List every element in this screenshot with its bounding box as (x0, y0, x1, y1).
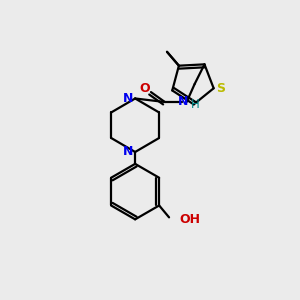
Text: OH: OH (179, 213, 200, 226)
Text: N: N (123, 146, 134, 158)
Text: O: O (140, 82, 150, 94)
Text: N: N (178, 95, 188, 109)
Text: S: S (216, 82, 225, 95)
Text: H: H (191, 98, 200, 112)
Text: N: N (123, 92, 134, 105)
